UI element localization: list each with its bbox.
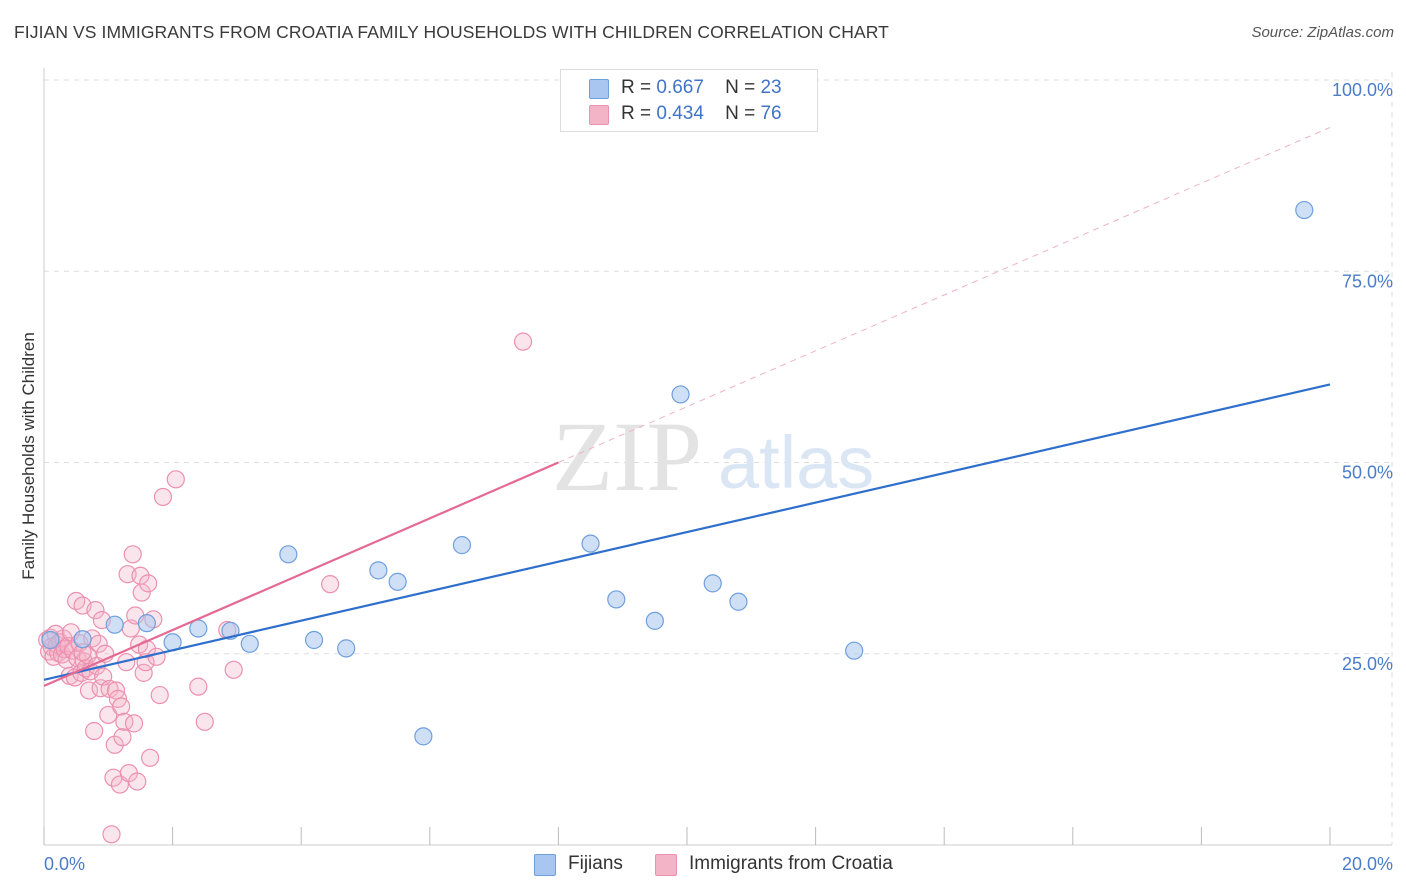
bottom-legend-swatch-fijians xyxy=(534,854,556,876)
legend-n-label: N = xyxy=(725,103,756,124)
data-point-fijian xyxy=(240,634,259,653)
trend-lines xyxy=(43,126,1331,687)
data-point-croatia xyxy=(112,697,131,716)
data-point-fijian xyxy=(41,630,60,650)
data-point-fijian xyxy=(729,592,748,611)
data-point-croatia xyxy=(224,660,243,679)
data-point-croatia xyxy=(128,772,147,791)
data-point-croatia xyxy=(79,681,99,700)
watermark: ZIP atlas xyxy=(552,401,874,512)
source-label: Source: ZipAtlas.com xyxy=(1251,24,1394,41)
data-point-fijian xyxy=(703,574,722,593)
axes xyxy=(43,68,1392,846)
legend: R = 0.667 N = 23 R = 0.434 N = 76 xyxy=(560,69,818,132)
data-point-fijian xyxy=(607,590,626,609)
data-point-fijian xyxy=(105,615,124,634)
y-tick-label: 25.0% xyxy=(1342,654,1393,674)
legend-swatch-fijians xyxy=(589,79,609,99)
data-point-fijian xyxy=(581,534,600,553)
data-point-croatia xyxy=(102,825,121,844)
x-tick-label: 0.0% xyxy=(44,854,85,874)
data-point-croatia xyxy=(140,748,160,767)
data-point-croatia xyxy=(85,721,104,741)
data-point-croatia xyxy=(99,705,118,725)
data-point-croatia xyxy=(67,591,86,611)
legend-r-fijians: 0.667 xyxy=(656,77,704,98)
series-fijians-points xyxy=(41,200,1314,746)
data-point-fijian xyxy=(845,641,864,660)
watermark-zip: ZIP xyxy=(552,401,702,512)
data-point-fijian xyxy=(279,545,298,564)
data-point-fijian xyxy=(671,385,690,404)
grid-lines xyxy=(44,72,1393,845)
data-point-croatia xyxy=(132,583,151,602)
trend-line-croatia-extension xyxy=(558,126,1331,463)
data-point-fijian xyxy=(137,614,156,633)
legend-text-croatia: R = 0.434 N = 76 xyxy=(621,103,782,125)
data-point-croatia xyxy=(153,487,173,507)
data-point-croatia xyxy=(139,574,158,593)
data-point-croatia xyxy=(321,575,340,594)
legend-n-fijians: 23 xyxy=(760,77,782,98)
data-point-croatia xyxy=(150,685,169,705)
y-tick-label: 50.0% xyxy=(1342,463,1393,483)
bottom-legend-label-fijians: Fijians xyxy=(568,853,623,874)
legend-swatch-croatia xyxy=(589,105,609,125)
legend-r-croatia: 0.434 xyxy=(656,103,704,124)
x-tick-label: 20.0% xyxy=(1342,854,1393,874)
data-point-croatia xyxy=(86,601,105,620)
data-point-croatia xyxy=(113,728,132,747)
data-point-croatia xyxy=(513,332,533,351)
trend-line-croatia xyxy=(43,461,559,687)
data-point-fijian xyxy=(73,630,92,649)
legend-n-label: N = xyxy=(725,77,756,98)
data-point-fijian xyxy=(452,536,472,555)
data-point-fijian xyxy=(388,572,407,591)
tick-labels: 25.0% 50.0% 75.0% 100.0% 0.0% 20.0% xyxy=(44,80,1393,874)
y-tick-label: 75.0% xyxy=(1342,271,1393,291)
y-axis-label: Family Households with Children xyxy=(19,332,38,580)
legend-r-label: R = xyxy=(621,77,652,98)
legend-text-fijians: R = 0.667 N = 23 xyxy=(621,77,782,99)
data-point-croatia xyxy=(147,647,166,666)
legend-r-label: R = xyxy=(621,103,652,124)
data-point-fijian xyxy=(645,611,664,630)
data-point-fijian xyxy=(337,639,356,658)
data-point-croatia xyxy=(189,677,208,696)
watermark-atlas: atlas xyxy=(718,421,874,504)
bottom-legend-swatch-croatia xyxy=(655,854,677,876)
data-point-fijian xyxy=(304,630,324,650)
data-point-croatia xyxy=(123,545,142,564)
data-point-croatia xyxy=(195,712,214,731)
data-point-croatia xyxy=(166,470,185,489)
data-point-croatia xyxy=(105,735,124,754)
data-point-fijian xyxy=(1295,200,1314,220)
data-point-fijian xyxy=(414,727,433,746)
legend-n-croatia: 76 xyxy=(760,103,782,124)
data-point-croatia xyxy=(124,714,144,733)
trend-line-fijians xyxy=(43,383,1331,681)
chart-title: FIJIAN VS IMMIGRANTS FROM CROATIA FAMILY… xyxy=(14,22,889,42)
series-croatia-points xyxy=(38,332,533,844)
data-point-fijian xyxy=(369,561,388,580)
bottom-legend-label-croatia: Immigrants from Croatia xyxy=(689,853,893,874)
y-tick-label: 100.0% xyxy=(1332,80,1393,100)
